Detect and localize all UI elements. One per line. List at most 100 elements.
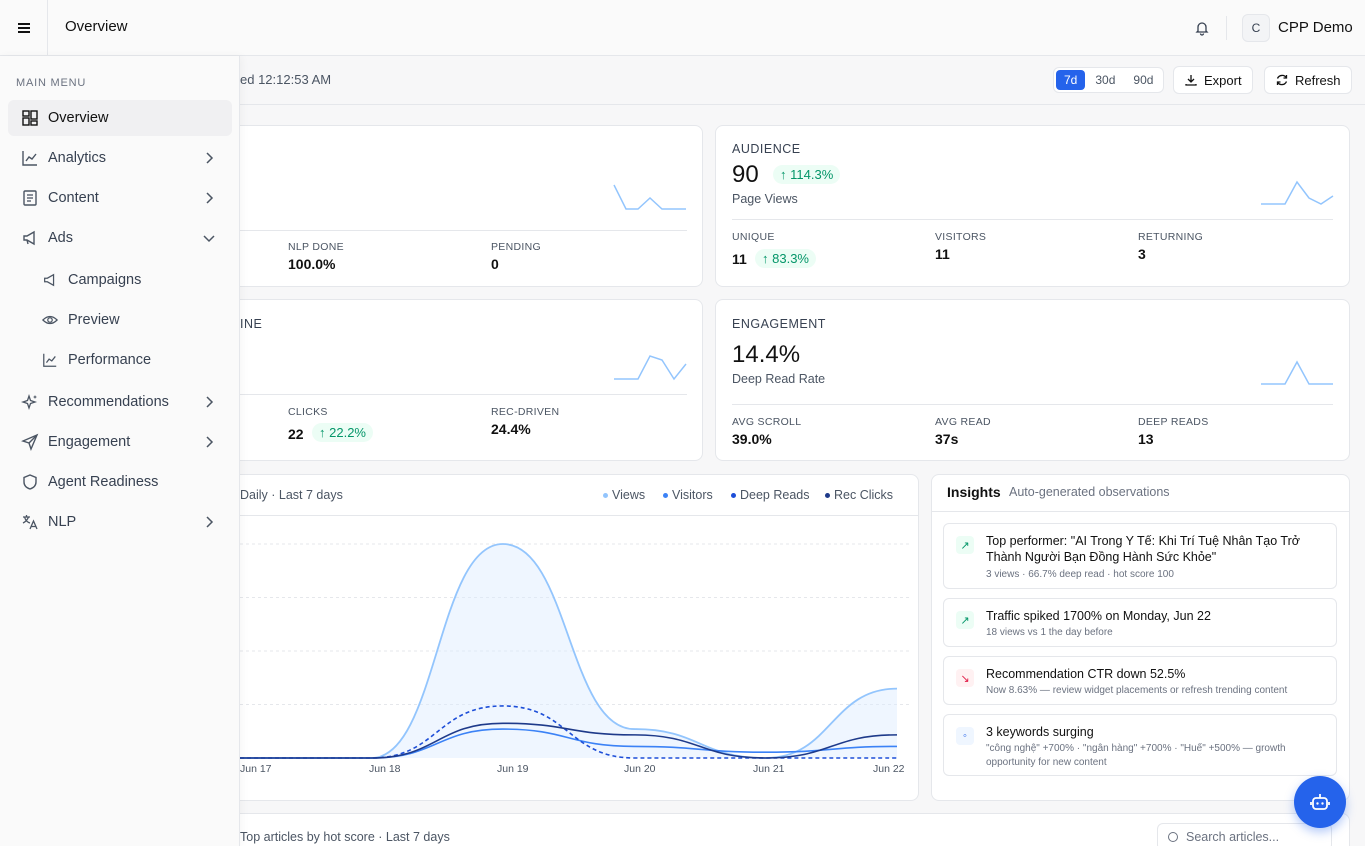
pipeline-card-divider bbox=[240, 394, 687, 395]
chart-icon bbox=[22, 151, 37, 166]
series-line-rec-clicks bbox=[240, 722, 898, 759]
sidebar-item-recommendations[interactable]: Recommendations bbox=[8, 384, 232, 420]
sidebar-item-performance[interactable]: Performance bbox=[8, 342, 232, 378]
chart-icon bbox=[43, 353, 57, 367]
sidebar-item-engagement[interactable]: Engagement bbox=[8, 424, 232, 460]
page-title: Overview bbox=[65, 18, 128, 35]
export-button[interactable]: Export bbox=[1173, 66, 1253, 94]
x-tick-label: Jun 22 bbox=[873, 763, 905, 775]
range-selector: 7d 30d 90d bbox=[1053, 67, 1165, 93]
sidebar-item-label: Overview bbox=[48, 110, 109, 126]
insight-item[interactable]: ↗ Traffic spiked 1700% on Monday, Jun 22… bbox=[943, 598, 1337, 647]
header-divider bbox=[1226, 16, 1227, 40]
unique-label: UNIQUE bbox=[732, 231, 775, 243]
sidebar-item-label: Analytics bbox=[48, 150, 107, 166]
traffic-chart-card bbox=[200, 474, 919, 801]
unique-delta-text: 83.3% bbox=[772, 251, 809, 266]
sidebar-item-agent-readiness[interactable]: Agent Readiness bbox=[8, 464, 232, 500]
document-icon bbox=[23, 190, 37, 206]
avg-scroll-label: AVG SCROLL bbox=[732, 416, 802, 428]
chevron-down-icon bbox=[203, 235, 215, 243]
sidebar-item-preview[interactable]: Preview bbox=[8, 302, 232, 338]
x-tick-label: Jun 20 bbox=[624, 763, 656, 775]
sidebar: MAIN MENU Overview Analytics Content Ads… bbox=[0, 56, 240, 846]
sidebar-item-ads[interactable]: Ads bbox=[8, 220, 232, 256]
trend-up-icon: ↗ bbox=[956, 536, 974, 554]
megaphone-icon bbox=[44, 273, 55, 287]
engagement-sparkline bbox=[1261, 360, 1333, 385]
chart-header-divider bbox=[240, 515, 918, 516]
insight-item[interactable]: ◦ 3 keywords surging "công nghệ" +700% ·… bbox=[943, 714, 1337, 776]
insight-head: Traffic spiked 1700% on Monday, Jun 22 bbox=[986, 609, 1211, 623]
legend-views[interactable]: Views bbox=[603, 488, 645, 502]
chevron-right-icon bbox=[206, 436, 214, 448]
export-label: Export bbox=[1204, 72, 1242, 88]
legend-dot-icon bbox=[603, 492, 608, 498]
sidebar-item-label: Ads bbox=[48, 230, 73, 246]
series-area-views bbox=[240, 544, 897, 758]
legend-dot-icon bbox=[663, 492, 668, 498]
bell-icon[interactable] bbox=[1194, 20, 1210, 36]
sidebar-item-label: Content bbox=[48, 190, 99, 206]
page-views-value: 90 bbox=[732, 161, 759, 188]
insight-item[interactable]: ↘ Recommendation CTR down 52.5% Now 8.63… bbox=[943, 656, 1337, 705]
pipeline-card bbox=[200, 299, 703, 461]
legend-deep-reads-label: Deep Reads bbox=[740, 488, 810, 502]
eye-icon bbox=[42, 315, 58, 325]
rec-driven-label: REC-DRIVEN bbox=[491, 406, 560, 418]
traffic-chart bbox=[240, 543, 910, 759]
sidebar-item-campaigns[interactable]: Campaigns bbox=[8, 262, 232, 298]
content-card-divider bbox=[240, 230, 687, 231]
trend-down-icon: ↘ bbox=[956, 669, 974, 687]
audience-sparkline bbox=[1261, 180, 1334, 205]
legend-rec-clicks-label: Rec Clicks bbox=[834, 488, 894, 502]
content-card bbox=[200, 125, 703, 287]
sidebar-item-analytics[interactable]: Analytics bbox=[8, 140, 232, 176]
x-tick-label: Jun 19 bbox=[497, 763, 529, 775]
avg-scroll-value: 39.0% bbox=[732, 431, 772, 447]
visitors-label: VISITORS bbox=[935, 231, 987, 243]
unique-value: 11 bbox=[732, 251, 747, 267]
audience-title: AUDIENCE bbox=[732, 142, 801, 156]
insight-meta: Now 8.63% — review widget placements or … bbox=[986, 685, 1288, 696]
range-7d-button[interactable]: 7d bbox=[1056, 70, 1086, 90]
insight-meta: "công nghệ" +700% · "ngân hàng" +700% · … bbox=[986, 743, 1286, 768]
sidebar-item-nlp[interactable]: NLP bbox=[8, 504, 232, 540]
engagement-card bbox=[715, 299, 1350, 461]
refresh-label: Refresh bbox=[1295, 72, 1341, 88]
robot-icon bbox=[1310, 794, 1330, 810]
search-input[interactable]: Search articles... bbox=[1157, 823, 1332, 846]
avatar[interactable]: C bbox=[1242, 14, 1270, 42]
legend-visitors[interactable]: Visitors bbox=[663, 488, 713, 502]
user-name[interactable]: CPP Demo bbox=[1278, 19, 1353, 36]
deep-reads-value: 13 bbox=[1138, 431, 1154, 447]
x-tick-label: Jun 18 bbox=[369, 763, 401, 775]
insights-divider bbox=[932, 511, 1349, 512]
audience-card-divider bbox=[732, 219, 1333, 220]
refresh-icon bbox=[1276, 74, 1288, 86]
refresh-button[interactable]: Refresh bbox=[1264, 66, 1352, 94]
range-90d-button[interactable]: 90d bbox=[1133, 73, 1154, 87]
sidebar-item-overview[interactable]: Overview bbox=[8, 100, 232, 136]
toolbar-divider bbox=[240, 104, 1365, 105]
legend-rec-clicks[interactable]: Rec Clicks bbox=[825, 488, 893, 502]
pending-value: 0 bbox=[491, 256, 499, 272]
insight-item[interactable]: ↗ Top performer: "AI Trong Y Tế: Khi Trí… bbox=[943, 523, 1337, 589]
menu-icon[interactable] bbox=[0, 0, 48, 56]
chart-subtitle: Daily · Last 7 days bbox=[240, 488, 343, 502]
chevron-right-icon bbox=[206, 516, 214, 528]
last-updated-text: ed 12:12:53 AM bbox=[240, 72, 332, 87]
range-30d-button[interactable]: 30d bbox=[1095, 73, 1116, 87]
nlp-done-value: 100.0% bbox=[288, 256, 336, 272]
insight-meta: 18 views vs 1 the day before bbox=[986, 627, 1113, 638]
sidebar-item-content[interactable]: Content bbox=[8, 180, 232, 216]
clicks-delta-text: 22.2% bbox=[329, 425, 366, 440]
sidebar-item-label: Agent Readiness bbox=[48, 474, 159, 490]
trend-up-icon: ↗ bbox=[956, 611, 974, 629]
pending-label: PENDING bbox=[491, 241, 541, 253]
assistant-button[interactable] bbox=[1294, 776, 1346, 828]
nlp-done-label: NLP DONE bbox=[288, 241, 344, 253]
page-views-label: Page Views bbox=[732, 192, 798, 206]
legend-deep-reads[interactable]: Deep Reads bbox=[731, 488, 810, 502]
top-bar: Overview C CPP Demo bbox=[0, 0, 1365, 56]
